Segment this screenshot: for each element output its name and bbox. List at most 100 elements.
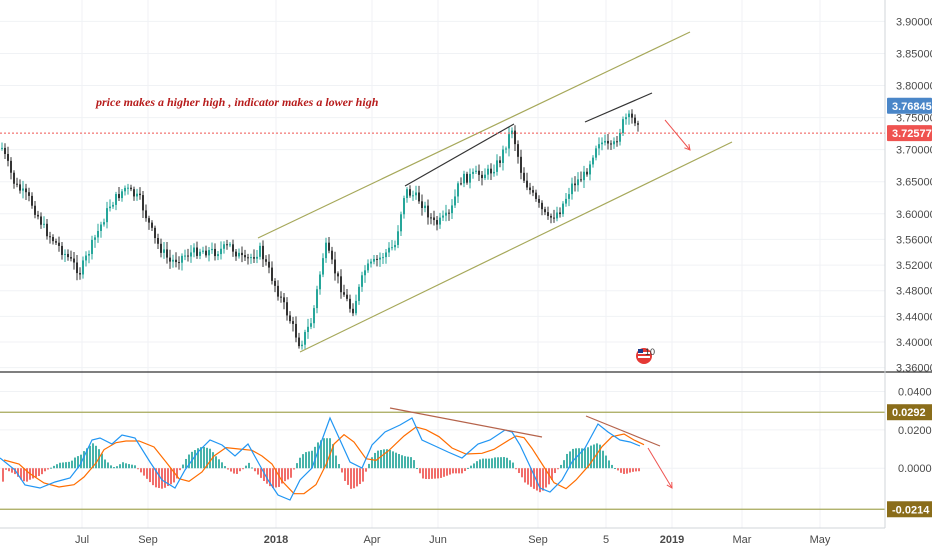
- candle-body: [322, 258, 324, 275]
- candle-body: [289, 315, 291, 322]
- candle-body: [631, 113, 633, 118]
- candle-body: [133, 189, 135, 197]
- histogram-bar: [431, 468, 433, 479]
- candle-body: [415, 192, 417, 196]
- histogram-bar: [569, 451, 571, 469]
- histogram-bar: [530, 468, 532, 487]
- histogram-bar: [35, 468, 37, 478]
- histogram-bar: [188, 454, 190, 469]
- candle-body: [589, 164, 591, 175]
- candle-body: [370, 261, 372, 264]
- histogram-bar: [104, 459, 106, 469]
- candle-body: [94, 237, 96, 240]
- histogram-bar: [233, 468, 235, 474]
- candle-body: [37, 214, 39, 217]
- candle-body: [172, 259, 174, 262]
- candle-body: [184, 255, 186, 257]
- histogram-bar: [95, 445, 97, 469]
- price-tag-label: 3.76845: [892, 101, 932, 113]
- candle-body: [301, 344, 303, 347]
- candle-body: [232, 244, 234, 252]
- candle-body: [460, 183, 462, 185]
- candle-body: [253, 257, 255, 259]
- candle-body: [610, 143, 612, 145]
- price-higher-high-line-1[interactable]: [404, 123, 515, 187]
- candle-body: [7, 153, 9, 161]
- histogram-bar: [17, 468, 19, 477]
- histogram-bar: [152, 468, 154, 486]
- channel-upper-line[interactable]: [257, 31, 691, 239]
- candle-body: [331, 250, 333, 260]
- price-axis[interactable]: 3.90000 3.85000 3.80000 3.75000 3.70000 3.650…: [884, 0, 932, 528]
- histogram-bar: [440, 468, 442, 478]
- candle-body: [421, 201, 423, 208]
- flag-badge-icon[interactable]: 10: [636, 347, 655, 364]
- histogram-bar: [290, 468, 292, 478]
- candle-body: [211, 248, 213, 251]
- candle-body: [598, 144, 600, 149]
- channel-lower-line[interactable]: [299, 141, 733, 353]
- histogram-bar: [392, 451, 394, 469]
- candle-body: [496, 160, 498, 172]
- macd-pane[interactable]: [0, 407, 885, 510]
- candle-body: [25, 188, 27, 193]
- histogram-bar: [164, 468, 166, 488]
- time-axis[interactable]: Jul Sep 2018 Apr Jun Sep 5 2019 Mar May: [0, 527, 885, 546]
- histogram-bar: [77, 456, 79, 469]
- macd-level-lines: [0, 411, 885, 510]
- candle-body: [553, 217, 555, 219]
- candle-body: [523, 172, 525, 181]
- price-pane[interactable]: price makes a higher high , indicator ma…: [0, 31, 885, 364]
- candle-body: [406, 189, 408, 199]
- macd-lower-high-line-1[interactable]: [389, 407, 543, 438]
- histogram-bar: [44, 468, 46, 472]
- candle-body: [628, 113, 630, 118]
- histogram-bar: [338, 464, 340, 469]
- histogram-bar: [5, 468, 7, 470]
- macd-lower-high-line-2[interactable]: [585, 415, 661, 447]
- candle-body: [115, 194, 117, 205]
- histogram-bar: [221, 462, 223, 469]
- histogram-bar: [560, 464, 562, 469]
- candle-body: [220, 248, 222, 255]
- candle-body: [136, 193, 138, 197]
- histogram-bar: [26, 468, 28, 482]
- chart-grid: [0, 0, 885, 528]
- candle-body: [268, 261, 270, 268]
- macd-axis[interactable]: 0.0400 0.0200 0.0000 0.0292 -0.0214: [887, 387, 932, 518]
- candle-body: [343, 292, 345, 295]
- candle-body: [586, 171, 588, 175]
- histogram-bar: [140, 468, 142, 473]
- histogram-bar: [80, 454, 82, 469]
- histogram-bar: [518, 468, 520, 474]
- histogram-bar: [422, 468, 424, 479]
- candle-body: [397, 231, 399, 245]
- histogram-bar: [398, 453, 400, 469]
- candle-body: [532, 190, 534, 193]
- candle-body: [151, 222, 153, 228]
- candle-body: [544, 209, 546, 213]
- macd-histogram: [2, 438, 640, 493]
- histogram-bar: [470, 465, 472, 469]
- candle-body: [313, 308, 315, 324]
- candle-body: [349, 298, 351, 309]
- candle-body: [430, 217, 432, 219]
- histogram-bar: [212, 452, 214, 469]
- candle-body: [583, 171, 585, 181]
- price-higher-high-line-2[interactable]: [584, 92, 653, 123]
- histogram-bar: [599, 444, 601, 469]
- histogram-bar: [605, 455, 607, 469]
- candle-body: [73, 258, 75, 263]
- histogram-bar: [341, 468, 343, 473]
- histogram-bar: [119, 464, 121, 469]
- candle-body: [58, 242, 60, 246]
- candle-body: [241, 252, 243, 256]
- histogram-bar: [473, 463, 475, 469]
- histogram-bar: [368, 463, 370, 469]
- histogram-bar: [365, 468, 367, 472]
- candle-body: [1, 147, 3, 149]
- candle-body: [592, 157, 594, 165]
- histogram-bar: [203, 446, 205, 469]
- candle-body: [82, 260, 84, 275]
